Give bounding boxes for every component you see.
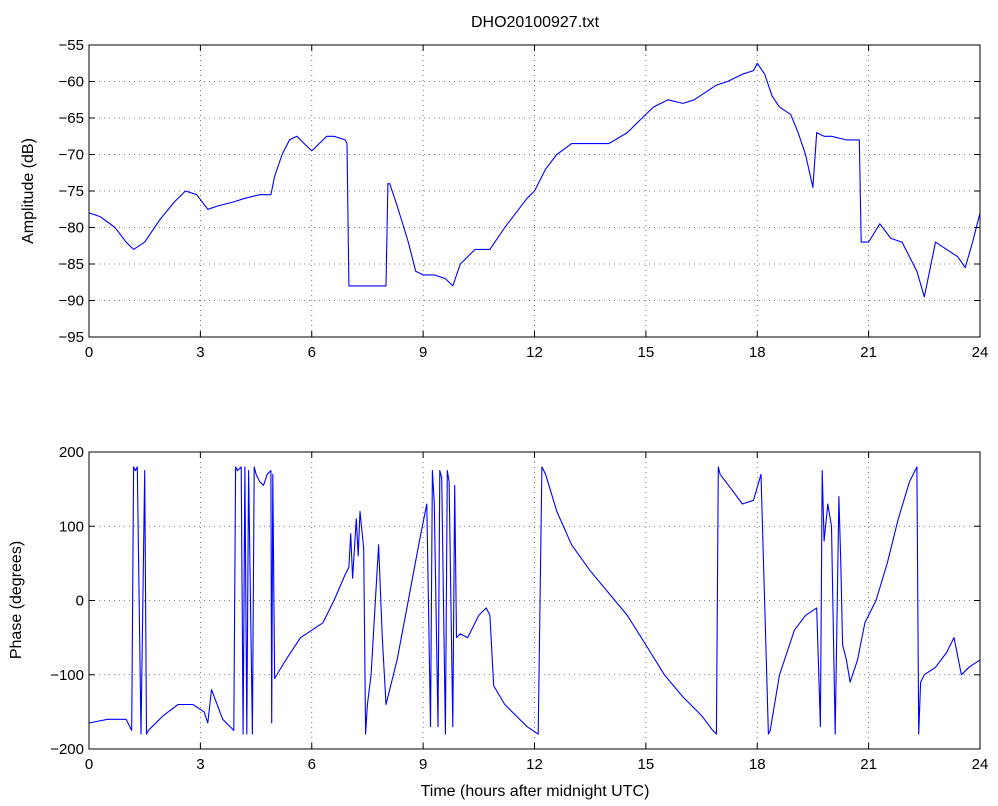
phase-x-tick-label: 9 xyxy=(419,756,427,773)
amplitude-y-tick-label: −60 xyxy=(59,74,84,91)
amplitude-x-tick-label: 6 xyxy=(308,344,316,361)
amplitude-y-tick-label: −90 xyxy=(59,293,84,310)
amplitude-y-tick-label: −85 xyxy=(59,256,84,273)
phase-x-tick-label: 18 xyxy=(749,756,766,773)
phase-y-tick-label: 0 xyxy=(76,593,84,610)
phase-y-tick-label: 200 xyxy=(59,444,84,461)
amplitude-y-tick-label: −75 xyxy=(59,183,84,200)
phase-x-tick-label: 3 xyxy=(196,756,204,773)
phase-plot: −200 −100 0 100 200 0 3 6 9 12 15 18 21 24 Phase (de… xyxy=(8,444,988,800)
amplitude-y-tick-label: −70 xyxy=(59,147,84,164)
amplitude-x-tick-label: 18 xyxy=(749,344,766,361)
amplitude-y-label: Amplitude (dB) xyxy=(20,138,37,244)
amplitude-plot: DHO20100927.txt −95 −90 −85 −80 −75 −70 −65 −60… xyxy=(20,14,988,361)
phase-frame xyxy=(88,451,981,750)
amplitude-x-tick-label: 12 xyxy=(526,344,543,361)
phase-y-ticks: −200 −100 0 100 200 xyxy=(50,444,980,758)
phase-x-tick-label: 21 xyxy=(860,756,877,773)
phase-series-line xyxy=(88,466,981,735)
phase-grid xyxy=(89,452,980,749)
amplitude-frame xyxy=(88,44,981,338)
amplitude-y-tick-label: −65 xyxy=(59,110,84,127)
phase-x-label: Time (hours after midnight UTC) xyxy=(421,783,650,800)
phase-y-tick-label: 100 xyxy=(59,518,84,535)
amplitude-series-line xyxy=(88,62,981,298)
amplitude-y-tick-label: −95 xyxy=(59,329,84,346)
chart-title: DHO20100927.txt xyxy=(471,14,600,31)
amplitude-x-tick-label: 24 xyxy=(972,344,989,361)
phase-series xyxy=(88,466,981,735)
amplitude-y-tick-label: −55 xyxy=(59,37,84,54)
amplitude-x-tick-label: 9 xyxy=(419,344,427,361)
phase-x-ticks: 0 3 6 9 12 15 18 21 24 xyxy=(85,452,989,773)
phase-x-tick-label: 24 xyxy=(972,756,989,773)
amplitude-y-tick-label: −80 xyxy=(59,220,84,237)
amplitude-x-tick-label: 21 xyxy=(860,344,877,361)
phase-x-tick-label: 6 xyxy=(308,756,316,773)
amplitude-series xyxy=(88,62,981,298)
phase-y-label: Phase (degrees) xyxy=(8,541,25,659)
phase-x-tick-label: 15 xyxy=(638,756,655,773)
phase-x-tick-label: 12 xyxy=(526,756,543,773)
amplitude-x-tick-label: 0 xyxy=(85,344,93,361)
phase-y-tick-label: −200 xyxy=(50,741,84,758)
phase-y-tick-label: −100 xyxy=(50,667,84,684)
amplitude-y-ticks: −95 −90 −85 −80 −75 −70 −65 −60 −55 xyxy=(59,37,980,346)
amplitude-x-tick-label: 15 xyxy=(638,344,655,361)
amplitude-x-tick-label: 3 xyxy=(196,344,204,361)
phase-x-tick-label: 0 xyxy=(85,756,93,773)
amplitude-x-ticks: 0 3 6 9 12 15 18 21 24 xyxy=(85,45,989,361)
